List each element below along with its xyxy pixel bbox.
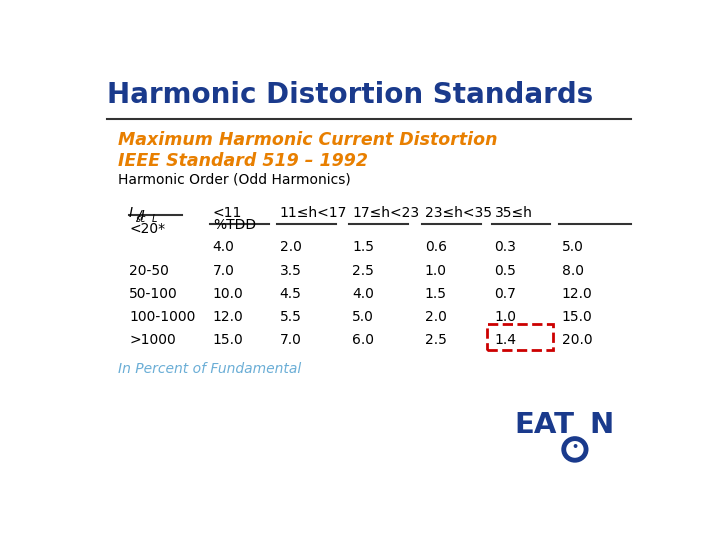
Text: 7.0: 7.0 [280, 333, 302, 347]
Text: IEEE Standard 519 – 1992: IEEE Standard 519 – 1992 [118, 152, 368, 170]
Text: 2.0: 2.0 [280, 240, 302, 254]
Text: Maximum Harmonic Current Distortion: Maximum Harmonic Current Distortion [118, 131, 498, 150]
Text: <11: <11 [213, 206, 242, 220]
Text: 0.6: 0.6 [425, 240, 447, 254]
Text: /I: /I [136, 208, 145, 222]
Text: 6.0: 6.0 [352, 333, 374, 347]
Text: 17≤h<23: 17≤h<23 [352, 206, 419, 220]
Text: 1.5: 1.5 [425, 287, 447, 301]
Text: 5.0: 5.0 [562, 240, 583, 254]
Text: 1.5: 1.5 [352, 240, 374, 254]
Text: 3.5: 3.5 [280, 264, 302, 278]
Text: 2.5: 2.5 [425, 333, 446, 347]
Text: In Percent of Fundamental: In Percent of Fundamental [118, 362, 301, 376]
Text: 4.5: 4.5 [280, 287, 302, 301]
Text: 12.0: 12.0 [213, 310, 243, 324]
Text: EAT: EAT [514, 411, 574, 439]
Text: 100-1000: 100-1000 [129, 310, 195, 324]
Text: 0.3: 0.3 [495, 240, 516, 254]
Text: 0.5: 0.5 [495, 264, 516, 278]
Text: 20.0: 20.0 [562, 333, 592, 347]
Text: 1.4: 1.4 [495, 333, 516, 347]
Text: Harmonic Order (Odd Harmonics): Harmonic Order (Odd Harmonics) [118, 173, 351, 187]
Text: 10.0: 10.0 [213, 287, 243, 301]
Text: %TDD: %TDD [213, 218, 256, 232]
Text: 2.5: 2.5 [352, 264, 374, 278]
Text: 4.0: 4.0 [352, 287, 374, 301]
Text: I: I [129, 206, 133, 220]
Text: 1.0: 1.0 [495, 310, 516, 324]
Text: 2.0: 2.0 [425, 310, 446, 324]
Text: 4.0: 4.0 [213, 240, 235, 254]
Text: 20-50: 20-50 [129, 264, 169, 278]
Text: sc: sc [136, 214, 147, 224]
Text: 12.0: 12.0 [562, 287, 593, 301]
Text: 5.0: 5.0 [352, 310, 374, 324]
Text: <20*: <20* [129, 221, 165, 235]
Text: 0.7: 0.7 [495, 287, 516, 301]
Text: 7.0: 7.0 [213, 264, 235, 278]
Text: 5.5: 5.5 [280, 310, 302, 324]
Text: Harmonic Distortion Standards: Harmonic Distortion Standards [107, 82, 593, 110]
Text: 11≤h<17: 11≤h<17 [280, 206, 347, 220]
Text: 23≤h<35: 23≤h<35 [425, 206, 492, 220]
Text: 15.0: 15.0 [562, 310, 593, 324]
Text: 8.0: 8.0 [562, 264, 583, 278]
Text: L: L [151, 214, 157, 224]
Text: 35≤h: 35≤h [495, 206, 532, 220]
Text: >1000: >1000 [129, 333, 176, 347]
Text: N: N [590, 411, 613, 439]
Text: •: • [572, 442, 578, 453]
Text: 50-100: 50-100 [129, 287, 178, 301]
Text: 1.0: 1.0 [425, 264, 447, 278]
Text: 15.0: 15.0 [213, 333, 243, 347]
